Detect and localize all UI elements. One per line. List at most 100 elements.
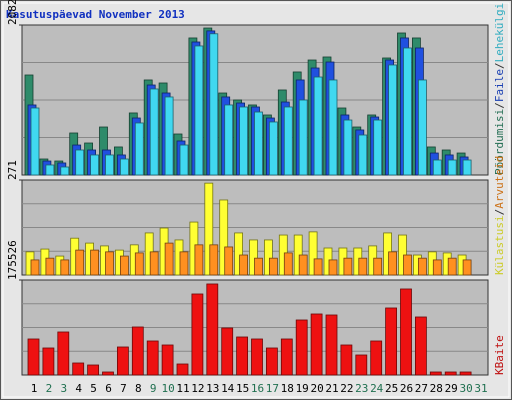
- bar: [388, 64, 398, 176]
- bar: [27, 338, 40, 376]
- bar: [194, 45, 204, 176]
- bar: [191, 293, 204, 376]
- x-tick-label: 10: [161, 382, 174, 395]
- bar: [146, 340, 159, 376]
- y-tick-label: 175526: [6, 240, 19, 280]
- x-tick-label: 17: [266, 382, 279, 395]
- bar: [57, 331, 70, 376]
- bar: [90, 154, 99, 176]
- legend-separator: /: [493, 209, 506, 216]
- bar: [224, 104, 234, 176]
- x-tick-label: 26: [400, 382, 413, 395]
- x-tick-label: 19: [296, 382, 309, 395]
- legend: KBaite: [493, 335, 506, 375]
- x-tick-label: 22: [340, 382, 353, 395]
- bar: [310, 313, 323, 376]
- bar: [403, 254, 412, 276]
- bar: [263, 239, 273, 276]
- bar: [206, 283, 219, 376]
- bar: [176, 363, 189, 376]
- bar: [117, 346, 129, 376]
- x-tick-label: 21: [325, 382, 338, 395]
- bar: [164, 96, 174, 176]
- x-tick-label: 15: [236, 382, 249, 395]
- chart-title: Kasutuspäevad November 2013: [6, 8, 185, 21]
- legend-entry: Arvuteid: [493, 156, 506, 209]
- bar: [75, 249, 85, 276]
- bar: [131, 326, 144, 376]
- bar: [355, 354, 368, 376]
- bar: [298, 99, 308, 176]
- bar: [370, 340, 383, 376]
- bar: [219, 199, 229, 276]
- bar: [120, 158, 129, 176]
- x-tick-label: 27: [415, 382, 428, 395]
- legend-entry: KBaite: [493, 335, 506, 375]
- x-tick-label: 8: [135, 382, 142, 395]
- bar: [328, 259, 338, 276]
- bar: [283, 252, 293, 276]
- bar: [60, 166, 70, 176]
- bar: [388, 251, 398, 276]
- bar: [75, 149, 85, 176]
- bar: [164, 242, 174, 276]
- x-tick-label: 4: [75, 382, 82, 395]
- bar: [224, 246, 234, 276]
- legend: Pöördumisi/Faile/Lehekülgi: [493, 3, 506, 175]
- x-tick-label: 25: [385, 382, 398, 395]
- x-tick-label: 12: [191, 382, 204, 395]
- x-tick-label: 14: [221, 382, 235, 395]
- bar: [417, 257, 427, 276]
- bar: [313, 76, 323, 176]
- bar: [209, 244, 219, 276]
- bar: [373, 257, 383, 276]
- bar: [447, 257, 457, 276]
- bar: [265, 347, 278, 376]
- x-tick-label: 2: [46, 382, 53, 395]
- x-tick-label: 20: [310, 382, 323, 395]
- bar: [283, 106, 293, 176]
- legend-separator: /: [493, 62, 506, 69]
- bar: [432, 259, 442, 276]
- bar: [161, 344, 174, 376]
- bar: [42, 347, 55, 376]
- bar: [134, 122, 144, 176]
- x-tick-label: 11: [176, 382, 189, 395]
- bar: [239, 106, 249, 176]
- y-tick-label: 271: [6, 160, 19, 180]
- x-tick-label: 31: [474, 382, 487, 395]
- bar: [105, 154, 114, 176]
- bar: [462, 259, 472, 276]
- legend-entry: Pöördumisi: [493, 109, 506, 175]
- bar: [60, 259, 70, 276]
- x-tick-label: 28: [430, 382, 443, 395]
- bar: [45, 257, 55, 276]
- x-tick-label: 16: [251, 382, 264, 395]
- bar: [72, 362, 85, 376]
- x-tick-label: 13: [206, 382, 219, 395]
- bar: [373, 119, 383, 176]
- bar: [308, 231, 318, 276]
- x-tick-label: 9: [150, 382, 157, 395]
- x-tick-label: 18: [281, 382, 294, 395]
- bar: [149, 88, 159, 176]
- legend-entry: Lehekülgi: [493, 3, 506, 63]
- bar: [149, 251, 159, 276]
- bar: [403, 47, 412, 176]
- x-tick-label: 3: [60, 382, 67, 395]
- bar: [105, 251, 114, 276]
- bar: [343, 257, 353, 276]
- bar: [414, 316, 427, 376]
- x-tick-label: 7: [120, 382, 127, 395]
- bar: [90, 249, 99, 276]
- x-tick-label: 5: [90, 382, 97, 395]
- bar: [30, 107, 40, 176]
- bar: [358, 257, 368, 276]
- bar: [254, 257, 263, 276]
- bar: [313, 258, 323, 276]
- x-tick-label: 29: [445, 382, 458, 395]
- y-tick-label: 2082: [6, 0, 19, 25]
- bar: [249, 239, 258, 276]
- bar: [221, 327, 234, 376]
- legend-entry: Faile: [493, 69, 506, 102]
